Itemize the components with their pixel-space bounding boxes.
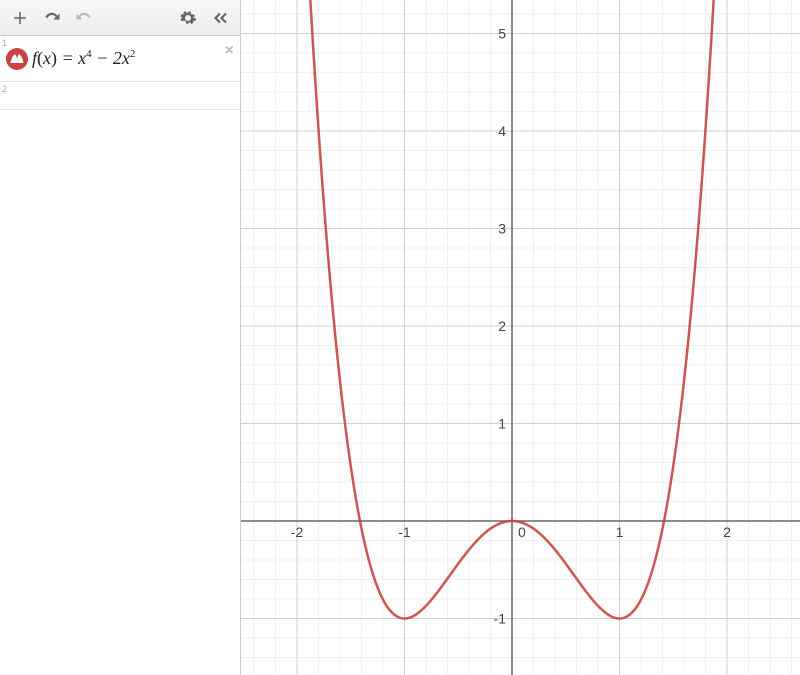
expression-row[interactable]: 1 × f(x) = x4 − 2x2	[0, 36, 240, 82]
curve-f	[241, 0, 792, 619]
expression-text[interactable]: f(x) = x4 − 2x2	[32, 48, 135, 69]
toolbar	[0, 0, 240, 36]
y-tick-label: -1	[494, 611, 507, 627]
row-index: 1	[2, 38, 7, 48]
redo-button[interactable]	[70, 4, 98, 32]
undo-button[interactable]	[38, 4, 66, 32]
delete-expression-icon[interactable]: ×	[225, 42, 234, 60]
add-button[interactable]	[6, 4, 34, 32]
plus-icon	[11, 9, 29, 27]
graph-canvas: -2 -1 0 1 2 -1 1 2 3 4 5	[241, 0, 800, 675]
y-tick-label: 1	[498, 416, 506, 432]
collapse-button[interactable]	[206, 4, 234, 32]
x-tick-label: 2	[723, 524, 731, 540]
chevron-left-double-icon	[211, 9, 229, 27]
y-tick-label: 4	[498, 123, 506, 139]
sidebar: 1 × f(x) = x4 − 2x2 2	[0, 0, 241, 675]
expression-list: 1 × f(x) = x4 − 2x2 2	[0, 36, 240, 675]
x-tick-label: 1	[616, 524, 624, 540]
settings-button[interactable]	[174, 4, 202, 32]
gear-icon	[179, 9, 197, 27]
graph-area[interactable]: -2 -1 0 1 2 -1 1 2 3 4 5	[241, 0, 800, 675]
curve-color-icon[interactable]	[6, 48, 28, 70]
x-tick-label: -2	[291, 524, 304, 540]
y-tick-label: 2	[498, 318, 506, 334]
x-tick-label: 0	[518, 524, 526, 540]
undo-icon	[43, 9, 61, 27]
x-tick-label: -1	[398, 524, 411, 540]
row-index: 2	[2, 84, 7, 94]
y-tick-label: 3	[498, 221, 506, 237]
redo-icon	[75, 9, 93, 27]
y-tick-label: 5	[498, 26, 506, 42]
expression-row[interactable]: 2	[0, 82, 240, 110]
